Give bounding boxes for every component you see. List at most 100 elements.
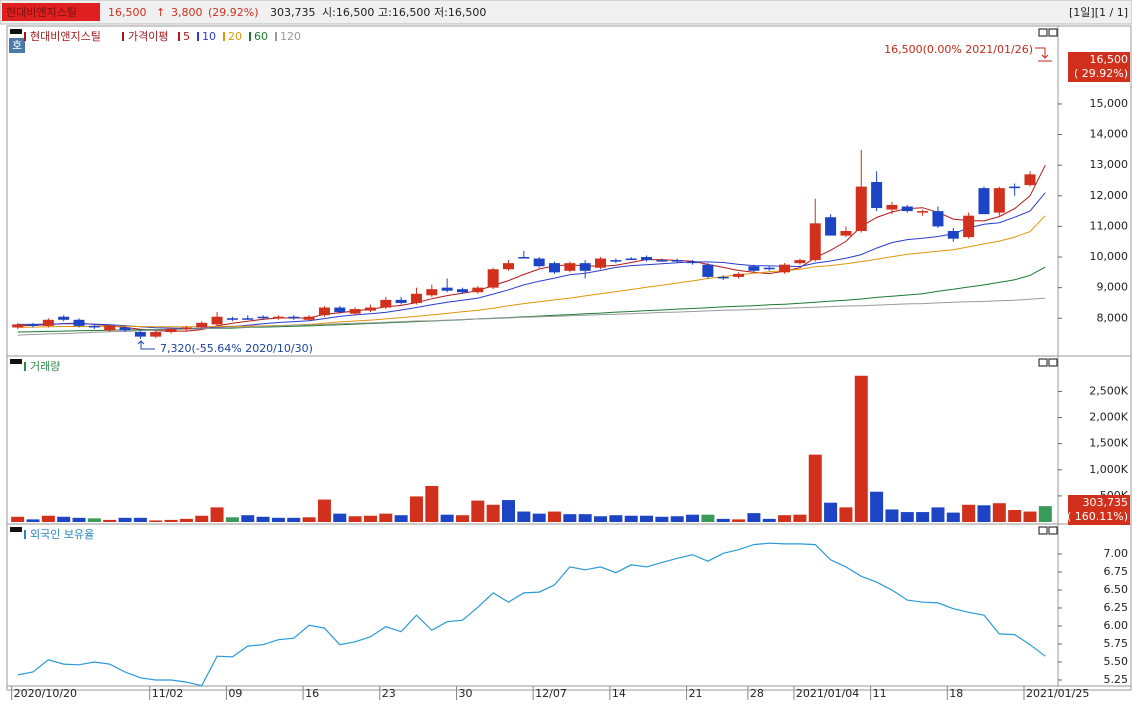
candle-body (180, 327, 192, 329)
volume-bar (210, 507, 224, 522)
volume-bar (532, 513, 546, 522)
candle-body (840, 230, 852, 236)
volume-bar (992, 503, 1006, 522)
window-icon[interactable] (1038, 28, 1048, 37)
candle-body (502, 263, 514, 270)
volume-bar (839, 507, 853, 522)
legend-marker (197, 32, 199, 41)
volume-box-layer: 303,735( 160.11%) (1067, 495, 1130, 525)
candle-body (334, 307, 346, 313)
legend-label: 20 (228, 30, 242, 43)
volume-bar (870, 491, 884, 522)
panel-icon[interactable] (10, 359, 22, 364)
panel-icon[interactable] (10, 29, 22, 34)
window-icon[interactable] (1048, 358, 1058, 367)
panel-title: 외국인 보유율 (30, 528, 94, 541)
panel-icon[interactable] (10, 527, 22, 532)
candle-body (564, 263, 576, 271)
candle-body (226, 318, 238, 320)
volume-bar (1038, 506, 1052, 522)
candle-body (978, 188, 990, 215)
y-tick-label: 6.25 (1104, 601, 1129, 614)
candle-body (871, 182, 883, 209)
page-indicator[interactable]: [1일][1 / 1] (1069, 5, 1128, 19)
volume-bar (793, 514, 807, 522)
volume-bar (195, 515, 209, 522)
candle-body (595, 258, 607, 268)
candle-body (533, 258, 545, 267)
legend-marker (249, 32, 251, 41)
candle-body (196, 322, 208, 328)
volume-bar (379, 513, 393, 522)
volume-bar (1023, 511, 1037, 522)
candle-body (947, 230, 959, 239)
volume-bar (931, 507, 945, 522)
candle-body (549, 263, 561, 273)
volume-bar (57, 516, 71, 522)
x-tick-label: 09 (228, 687, 242, 700)
volume-bar (501, 500, 515, 522)
header-bar (0, 0, 1132, 25)
x-tick-label: 16 (305, 687, 319, 700)
volume-bar (103, 519, 117, 522)
legend-marker (24, 530, 26, 539)
y-tick-label: 5.75 (1104, 637, 1129, 650)
candle-body (104, 325, 116, 331)
x-tick-label: 11/02 (152, 687, 184, 700)
candle-body (993, 188, 1005, 213)
volume-bar (962, 504, 976, 522)
legend-marker (24, 32, 26, 41)
candle-body (901, 206, 913, 212)
volume-bar (716, 518, 730, 522)
y-tick-label: 5.50 (1104, 655, 1129, 668)
volume-bar (133, 517, 147, 522)
legend-marker (223, 32, 225, 41)
y-tick-label: 2,000K (1089, 411, 1128, 424)
volume-bar (440, 514, 454, 522)
name-box[interactable] (2, 3, 100, 21)
y-tick-label: 10,000 (1090, 250, 1129, 263)
volume-bar (1008, 509, 1022, 522)
window-icon[interactable] (1038, 358, 1048, 367)
volume-bar (394, 515, 408, 522)
legend-label: 120 (280, 30, 301, 43)
moving-average (17, 297, 1046, 336)
candle-body (472, 287, 484, 293)
candle-body (42, 319, 54, 326)
annotation: 7,320(-55.64% 2020/10/30) (160, 342, 313, 355)
volume-bar (900, 512, 914, 522)
candle-body (809, 223, 821, 261)
window-icon[interactable] (1038, 526, 1048, 535)
volume-bar (977, 505, 991, 522)
legend-label: 5 (183, 30, 190, 43)
candle-body (12, 324, 24, 328)
window-icon[interactable] (1048, 28, 1058, 37)
candle-body (364, 307, 376, 311)
volume-bar (348, 516, 362, 522)
current-price: 16,500 (1090, 53, 1129, 66)
volume-bar (72, 517, 86, 522)
moving-average (17, 164, 1046, 332)
window-icon[interactable] (1048, 526, 1058, 535)
candle-body (917, 211, 929, 213)
volume: 303,735 (270, 6, 316, 19)
volume-bar (916, 512, 930, 522)
candle-body (303, 316, 315, 320)
candle-body (242, 318, 254, 320)
candle-body (73, 319, 85, 326)
candle-body (1024, 174, 1036, 186)
low: 저:16,500 (434, 6, 486, 19)
x-tick-label: 30 (458, 687, 472, 700)
volume-bar (563, 514, 577, 522)
candle-body (717, 276, 729, 279)
volume-bar (640, 515, 654, 522)
volume-bar (517, 511, 531, 522)
current-volume: 303,735 (1083, 496, 1129, 509)
candle-body (119, 327, 131, 331)
candle-body (27, 324, 39, 326)
volume-bar (732, 519, 746, 522)
side-button[interactable] (9, 38, 25, 53)
volume-bar (701, 514, 715, 522)
y-tick-label: 5.25 (1104, 673, 1129, 686)
